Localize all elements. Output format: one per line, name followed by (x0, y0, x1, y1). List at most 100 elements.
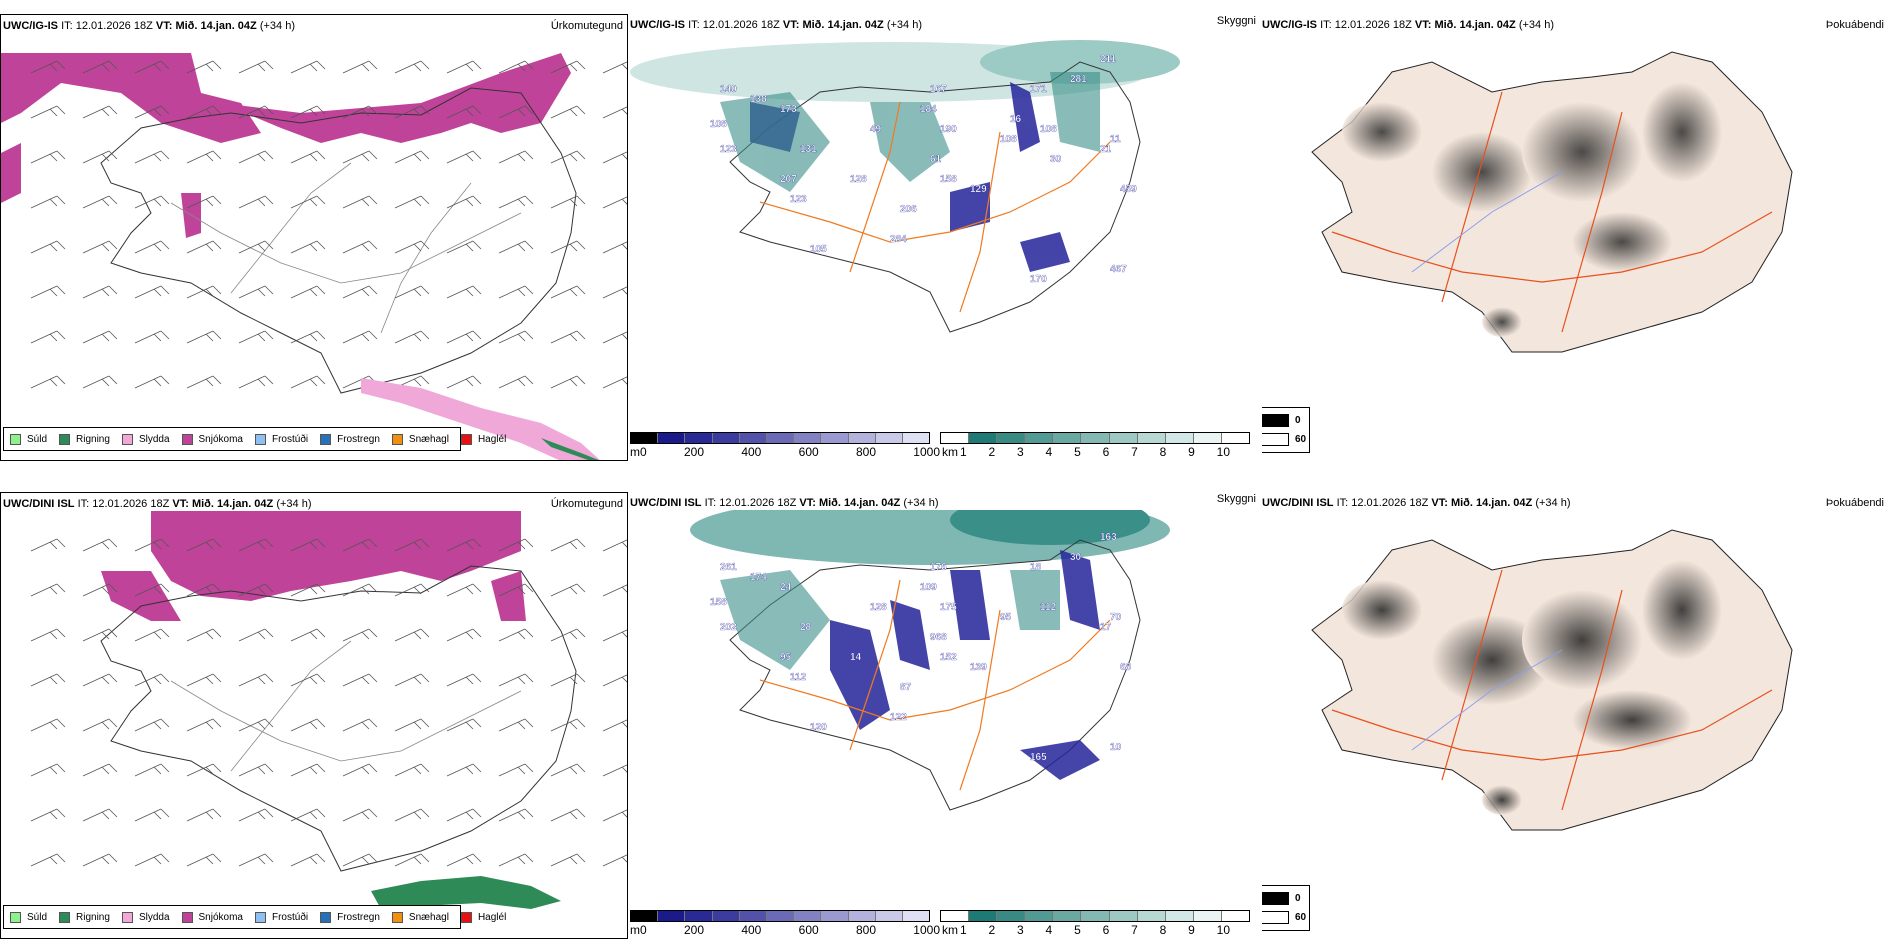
legend-swatch (59, 911, 71, 923)
it-value: 12.01.2026 18Z (1334, 19, 1412, 31)
wind-barb (186, 763, 222, 777)
colorbar-tick: 6 (1102, 923, 1110, 937)
legend-swatch (320, 433, 332, 445)
wind-barb (498, 718, 534, 732)
wind-barb (134, 240, 170, 254)
visibility-map: 261 174 158 202 24 28 95 112 14 128 109 176 175 968 15… (690, 510, 1170, 811)
colorbar-tick: 8 (1159, 445, 1167, 459)
wind-barb (30, 150, 66, 164)
wind-barb (186, 853, 222, 867)
wind-barb (498, 853, 534, 867)
wind-barb (290, 105, 326, 119)
rain-band (371, 876, 561, 909)
wind-barb (82, 673, 118, 687)
visibility-colorbar (940, 910, 1250, 922)
wind-barb (30, 673, 66, 687)
wind-barb (342, 538, 378, 552)
wind-barb (446, 150, 482, 164)
colorbar-tick: 10 (1216, 445, 1230, 459)
ceiling-label: 202 (720, 622, 737, 633)
wind-barb (290, 538, 326, 552)
precip-type-panel: UWC/IG-IS IT: 12.01.2026 18Z VT: Mið. 14… (0, 14, 628, 461)
ceiling-colorbar (630, 432, 930, 444)
model-name: UWC/IG-IS (630, 19, 685, 31)
wind-barb (238, 285, 274, 299)
legend-item: Slydda (121, 911, 170, 923)
wind-barb (134, 375, 170, 389)
colorbar-tick: 400 (741, 923, 762, 937)
precip-map (30, 511, 627, 909)
ceiling-label: 173 (780, 104, 797, 115)
colorbar-tick: 4 (1045, 923, 1053, 937)
wind-barb (342, 60, 378, 74)
ceiling-label: 120 (810, 722, 827, 733)
legend-swatch (460, 911, 472, 923)
colorbar-segment (1025, 433, 1054, 443)
wind-barb (446, 673, 482, 687)
wind-barb (446, 583, 482, 597)
wind-barb (602, 539, 627, 552)
wind-barb (82, 853, 118, 867)
wind-barb (602, 376, 627, 389)
ceiling-label: 10 (1110, 742, 1122, 753)
legend-item: Frostúði (254, 433, 308, 445)
wind-barb (394, 60, 430, 74)
ceiling-label: 30 (1070, 552, 1082, 563)
panel-header: UWC/DINI ISL IT: 12.01.2026 18Z VT: Mið.… (1262, 497, 1571, 509)
vt-value: Mið. 14.jan. 04Z (802, 19, 884, 31)
visibility-unit: km (942, 445, 958, 459)
legend-swatch (391, 433, 403, 445)
field-name: Þokuábendi (1825, 19, 1884, 31)
panel-header: UWC/IG-IS IT: 12.01.2026 18Z VT: Mið. 14… (1262, 19, 1554, 31)
legend-label: Rigning (76, 433, 110, 445)
ceiling-label: 968 (930, 632, 947, 643)
colorbar-tick: 9 (1188, 445, 1195, 459)
vt-value: Mið. 14.jan. 04Z (1434, 19, 1516, 31)
colorbar-tick: 400 (741, 445, 762, 459)
model-name: UWC/DINI ISL (3, 498, 75, 510)
legend-item: Haglél (460, 911, 506, 923)
model-name: UWC/DINI ISL (1262, 497, 1334, 509)
wind-barbs (30, 60, 627, 389)
wind-barb (186, 105, 222, 119)
wind-barb (342, 105, 378, 119)
wind-barb (134, 853, 170, 867)
colorbar-segment (658, 433, 686, 443)
wind-barb (238, 195, 274, 209)
wind-barb (602, 196, 627, 209)
wind-barb (342, 195, 378, 209)
wind-barb (498, 60, 534, 74)
ceiling-label: 140 (720, 84, 737, 95)
fog-shading (1342, 82, 1722, 337)
wind-barb (602, 286, 627, 299)
wind-barb (290, 195, 326, 209)
legend-swatch (320, 911, 332, 923)
ceiling-label: 122 (890, 712, 907, 723)
wind-barb (394, 853, 430, 867)
wind-barb (550, 60, 586, 74)
colorbar-tick: 800 (855, 445, 876, 459)
legend-item: Súld (10, 911, 47, 923)
wind-barb (394, 150, 430, 164)
visibility-colorbar (940, 432, 1250, 444)
iceland-land (1311, 51, 1793, 353)
colorbar-segment (1109, 433, 1138, 443)
vt-label: VT: (799, 497, 816, 509)
legend-swatch (121, 911, 133, 923)
colorbar-segment (1221, 433, 1250, 443)
wind-barb (394, 673, 430, 687)
colorbar-segment (997, 911, 1026, 921)
wind-barb (30, 538, 66, 552)
legend-label: Snjókoma (198, 911, 243, 923)
wind-barb (290, 285, 326, 299)
ceiling-label: 284 (890, 234, 907, 245)
wind-barb (602, 629, 627, 642)
ceiling-label: 108 (1040, 124, 1057, 135)
fog-legend-swatch (1262, 892, 1289, 905)
wind-barb (238, 718, 274, 732)
wind-barb (290, 628, 326, 642)
wind-barb (394, 240, 430, 254)
legend-item: Rigning (59, 433, 110, 445)
colorbar-tick: 8 (1159, 923, 1167, 937)
fog-legend-swatch (1262, 414, 1289, 427)
